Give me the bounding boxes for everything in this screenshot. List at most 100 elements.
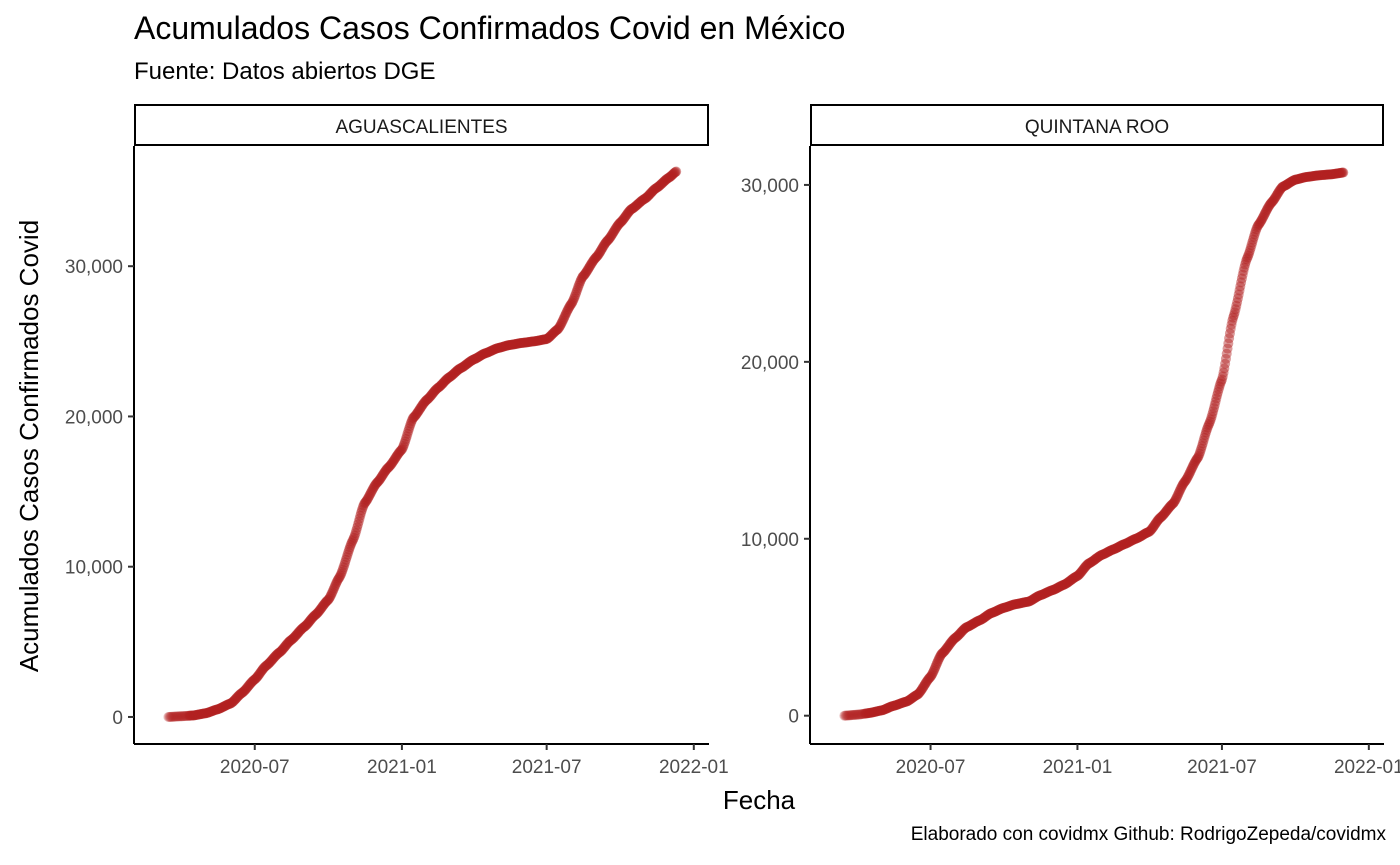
data-point	[200, 708, 211, 719]
data-point	[494, 342, 505, 353]
data-point	[222, 699, 233, 710]
data-point	[528, 336, 539, 347]
data-point	[249, 674, 260, 685]
data-point	[1125, 535, 1136, 546]
data-point	[458, 361, 469, 372]
data-point	[310, 609, 321, 620]
data-point	[879, 704, 890, 715]
data-point	[1051, 583, 1062, 594]
data-point	[996, 603, 1007, 614]
data-point	[315, 604, 326, 615]
data-point	[978, 613, 989, 624]
data-point	[1013, 598, 1024, 609]
data-point	[868, 707, 879, 718]
data-point	[258, 663, 269, 674]
data-point	[422, 394, 433, 405]
data-point	[317, 601, 328, 612]
data-point	[514, 338, 525, 349]
data-point	[881, 703, 892, 714]
data-point	[518, 337, 529, 348]
data-point	[1276, 182, 1287, 193]
data-point	[874, 705, 885, 716]
data-point	[1129, 534, 1140, 545]
data-point	[876, 705, 887, 716]
data-point	[1155, 512, 1166, 523]
data-point	[1324, 169, 1335, 180]
data-point	[255, 667, 266, 678]
data-point	[1231, 300, 1242, 311]
data-point	[517, 337, 528, 348]
data-point	[401, 431, 412, 442]
data-point	[1146, 524, 1157, 535]
data-point	[976, 614, 987, 625]
data-point	[1089, 555, 1100, 566]
data-point	[1185, 467, 1196, 478]
data-point	[617, 215, 628, 226]
data-point	[1134, 531, 1145, 542]
data-point	[853, 709, 864, 720]
data-point	[605, 231, 616, 242]
data-point	[1240, 256, 1251, 267]
data-point	[1022, 596, 1033, 607]
data-point	[1335, 167, 1346, 178]
data-point	[1243, 250, 1254, 261]
data-point	[1121, 538, 1132, 549]
data-point	[632, 199, 643, 210]
data-point	[1010, 599, 1021, 610]
data-point	[604, 233, 615, 244]
data-point	[1046, 585, 1057, 596]
data-point	[357, 502, 368, 513]
data-point	[651, 183, 662, 194]
data-point	[340, 557, 351, 568]
data-point	[872, 706, 883, 717]
data-point	[563, 303, 574, 314]
data-point	[296, 623, 307, 634]
data-point	[1142, 527, 1153, 538]
data-point	[354, 513, 365, 524]
data-point	[417, 399, 428, 410]
data-point	[1256, 214, 1267, 225]
data-point	[983, 609, 994, 620]
data-point	[352, 522, 363, 533]
data-point	[1165, 501, 1176, 512]
chart-title: Acumulados Casos Confirmados Covid en Mé…	[134, 10, 846, 46]
data-point	[986, 608, 997, 619]
data-point	[1173, 489, 1184, 500]
data-point	[525, 336, 536, 347]
data-point	[1222, 343, 1233, 354]
data-point	[1074, 569, 1085, 580]
data-point	[628, 203, 639, 214]
data-point	[420, 396, 431, 407]
data-point	[1064, 576, 1075, 587]
data-point	[541, 334, 552, 345]
data-point	[1109, 544, 1120, 555]
data-point	[888, 700, 899, 711]
data-point	[349, 530, 360, 541]
data-point	[840, 710, 851, 721]
data-point	[492, 343, 503, 354]
data-point	[1216, 376, 1227, 387]
data-point	[1252, 220, 1263, 231]
data-point	[166, 711, 177, 722]
data-point	[477, 349, 488, 360]
data-point	[256, 666, 267, 677]
data-point	[1200, 430, 1211, 440]
data-point	[460, 359, 471, 370]
data-point	[468, 354, 479, 365]
data-point	[455, 363, 466, 374]
data-point	[1197, 438, 1208, 449]
data-point	[554, 322, 565, 333]
data-point	[576, 274, 587, 285]
data-point	[481, 347, 492, 358]
data-point	[274, 647, 285, 658]
data-point	[184, 710, 195, 721]
data-point	[1204, 418, 1215, 429]
data-point	[1133, 532, 1144, 543]
data-point	[324, 592, 335, 603]
data-point	[1220, 358, 1231, 369]
data-point	[433, 382, 444, 393]
data-point	[849, 709, 860, 720]
data-point	[340, 554, 351, 565]
data-point	[585, 259, 596, 270]
data-point	[468, 354, 479, 365]
